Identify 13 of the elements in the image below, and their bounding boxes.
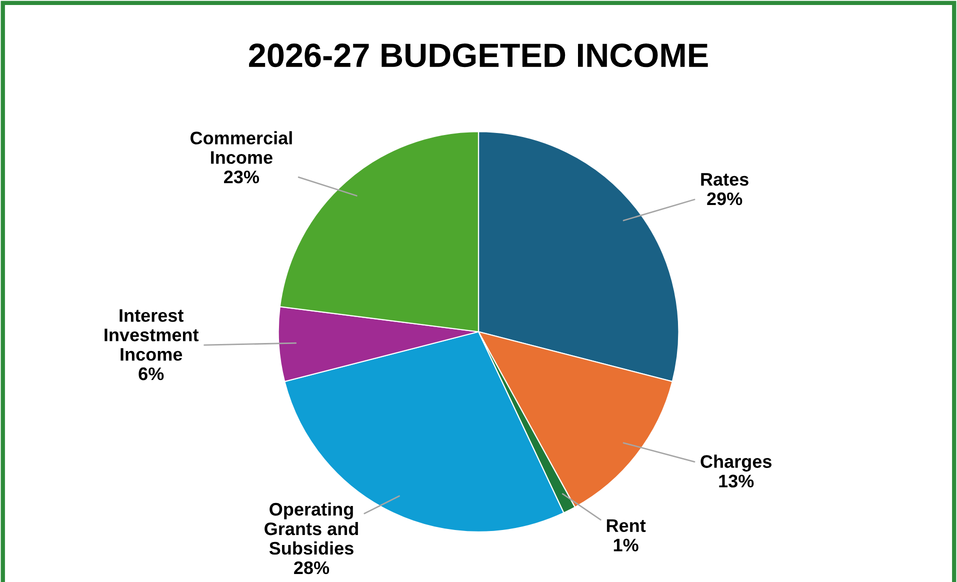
slice-label: Charges [700, 454, 772, 472]
slice-label: Commercial Income [190, 131, 292, 164]
chart-title: 2026-27 BUDGETED INCOME [249, 44, 708, 68]
data-label: 23% [224, 170, 260, 184]
data-label: 6% [138, 367, 164, 380]
data-label: 29% [707, 192, 742, 206]
slice-label: Interest Investment Income [104, 309, 199, 361]
data-label: 28% [294, 561, 330, 574]
slice-label: Rent [606, 519, 646, 532]
slice-label: Operating Grants and Subsidies [264, 502, 358, 555]
slice-label: Rates [701, 173, 748, 186]
data-label: 1% [614, 538, 638, 552]
data-label: 13% [719, 474, 754, 488]
